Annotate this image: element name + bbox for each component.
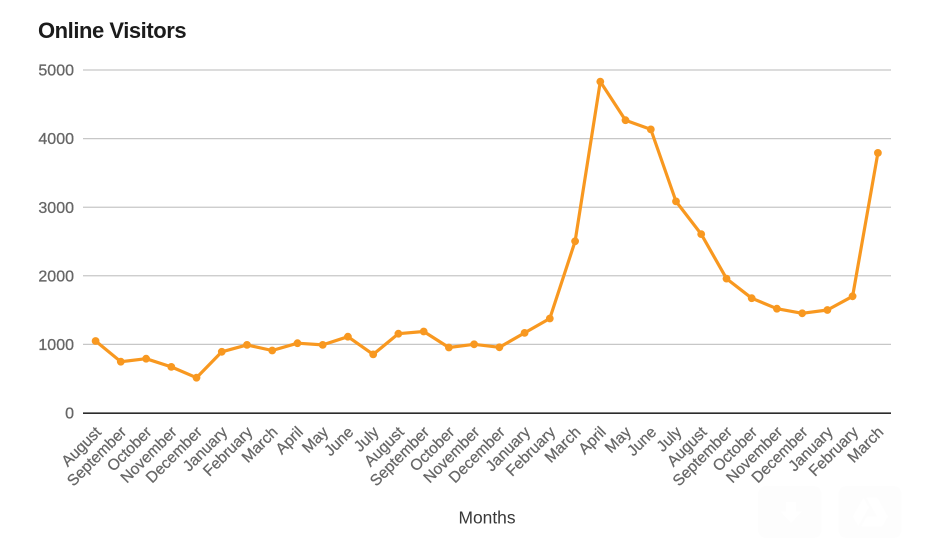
svg-text:Months: Months	[458, 507, 515, 527]
svg-text:0: 0	[65, 406, 74, 423]
svg-text:2000: 2000	[38, 268, 74, 285]
svg-text:1000: 1000	[38, 337, 74, 354]
svg-text:5000: 5000	[38, 63, 74, 80]
svg-text:4000: 4000	[38, 131, 74, 148]
svg-text:3000: 3000	[38, 200, 74, 217]
